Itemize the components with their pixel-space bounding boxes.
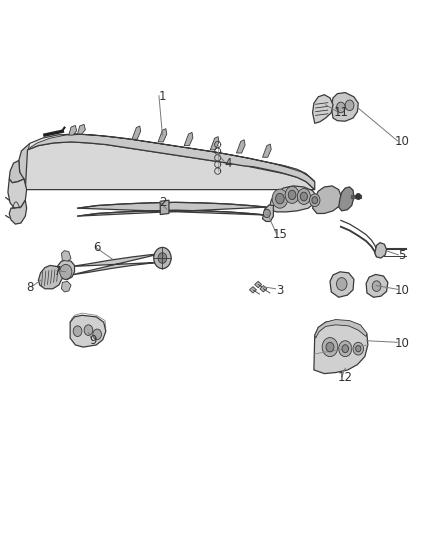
Text: 15: 15 xyxy=(272,228,287,241)
Circle shape xyxy=(336,278,347,290)
Circle shape xyxy=(93,329,102,340)
Polygon shape xyxy=(69,125,77,135)
Circle shape xyxy=(353,342,364,355)
Text: 4: 4 xyxy=(224,157,231,169)
Polygon shape xyxy=(28,134,315,182)
Circle shape xyxy=(300,192,307,201)
Text: 10: 10 xyxy=(394,284,409,297)
Polygon shape xyxy=(366,274,388,297)
Polygon shape xyxy=(61,281,71,292)
Circle shape xyxy=(356,193,361,200)
Polygon shape xyxy=(330,272,354,297)
Text: 5: 5 xyxy=(398,249,406,262)
Text: 7: 7 xyxy=(54,265,62,278)
Polygon shape xyxy=(313,95,333,123)
Circle shape xyxy=(285,187,299,204)
Circle shape xyxy=(73,326,82,336)
Polygon shape xyxy=(61,251,71,261)
Polygon shape xyxy=(313,186,342,214)
Polygon shape xyxy=(9,200,27,224)
Polygon shape xyxy=(70,316,106,347)
Polygon shape xyxy=(19,134,315,190)
Polygon shape xyxy=(160,200,169,215)
Text: 6: 6 xyxy=(93,241,101,254)
Circle shape xyxy=(272,189,288,208)
Text: 12: 12 xyxy=(338,372,353,384)
Polygon shape xyxy=(315,319,367,338)
Circle shape xyxy=(263,209,270,217)
Polygon shape xyxy=(375,243,387,258)
Circle shape xyxy=(310,194,320,207)
Circle shape xyxy=(356,345,361,352)
Circle shape xyxy=(312,197,318,204)
Polygon shape xyxy=(262,144,271,157)
Polygon shape xyxy=(18,142,315,190)
Polygon shape xyxy=(8,179,27,208)
Circle shape xyxy=(84,325,93,335)
Polygon shape xyxy=(9,160,24,183)
Circle shape xyxy=(288,190,296,199)
Polygon shape xyxy=(158,128,167,142)
Text: 2: 2 xyxy=(159,196,166,209)
Polygon shape xyxy=(314,320,368,374)
Text: 1: 1 xyxy=(159,90,166,103)
Polygon shape xyxy=(269,186,317,212)
Polygon shape xyxy=(250,287,256,293)
Circle shape xyxy=(322,337,338,357)
Text: 11: 11 xyxy=(333,106,348,119)
Circle shape xyxy=(345,100,354,111)
Circle shape xyxy=(13,212,21,222)
Circle shape xyxy=(342,345,349,353)
Text: 9: 9 xyxy=(89,334,96,347)
Polygon shape xyxy=(71,254,160,275)
Text: 3: 3 xyxy=(276,284,284,297)
Text: 8: 8 xyxy=(26,281,33,294)
Text: 10: 10 xyxy=(394,135,409,148)
Polygon shape xyxy=(78,124,85,134)
Polygon shape xyxy=(57,260,74,280)
Polygon shape xyxy=(339,187,354,211)
Polygon shape xyxy=(260,286,267,292)
Circle shape xyxy=(60,264,72,279)
Circle shape xyxy=(154,247,171,269)
Polygon shape xyxy=(262,205,273,221)
Polygon shape xyxy=(78,203,267,216)
Circle shape xyxy=(276,193,284,204)
Text: 10: 10 xyxy=(394,337,409,350)
Circle shape xyxy=(326,342,334,352)
Polygon shape xyxy=(331,93,358,121)
Circle shape xyxy=(158,253,167,263)
Circle shape xyxy=(339,341,352,357)
Polygon shape xyxy=(210,136,219,150)
Polygon shape xyxy=(132,126,141,139)
Circle shape xyxy=(336,102,345,113)
Polygon shape xyxy=(237,140,245,153)
Polygon shape xyxy=(39,265,62,289)
Polygon shape xyxy=(184,132,193,146)
Polygon shape xyxy=(254,281,261,288)
Circle shape xyxy=(297,189,311,205)
Circle shape xyxy=(372,281,381,292)
